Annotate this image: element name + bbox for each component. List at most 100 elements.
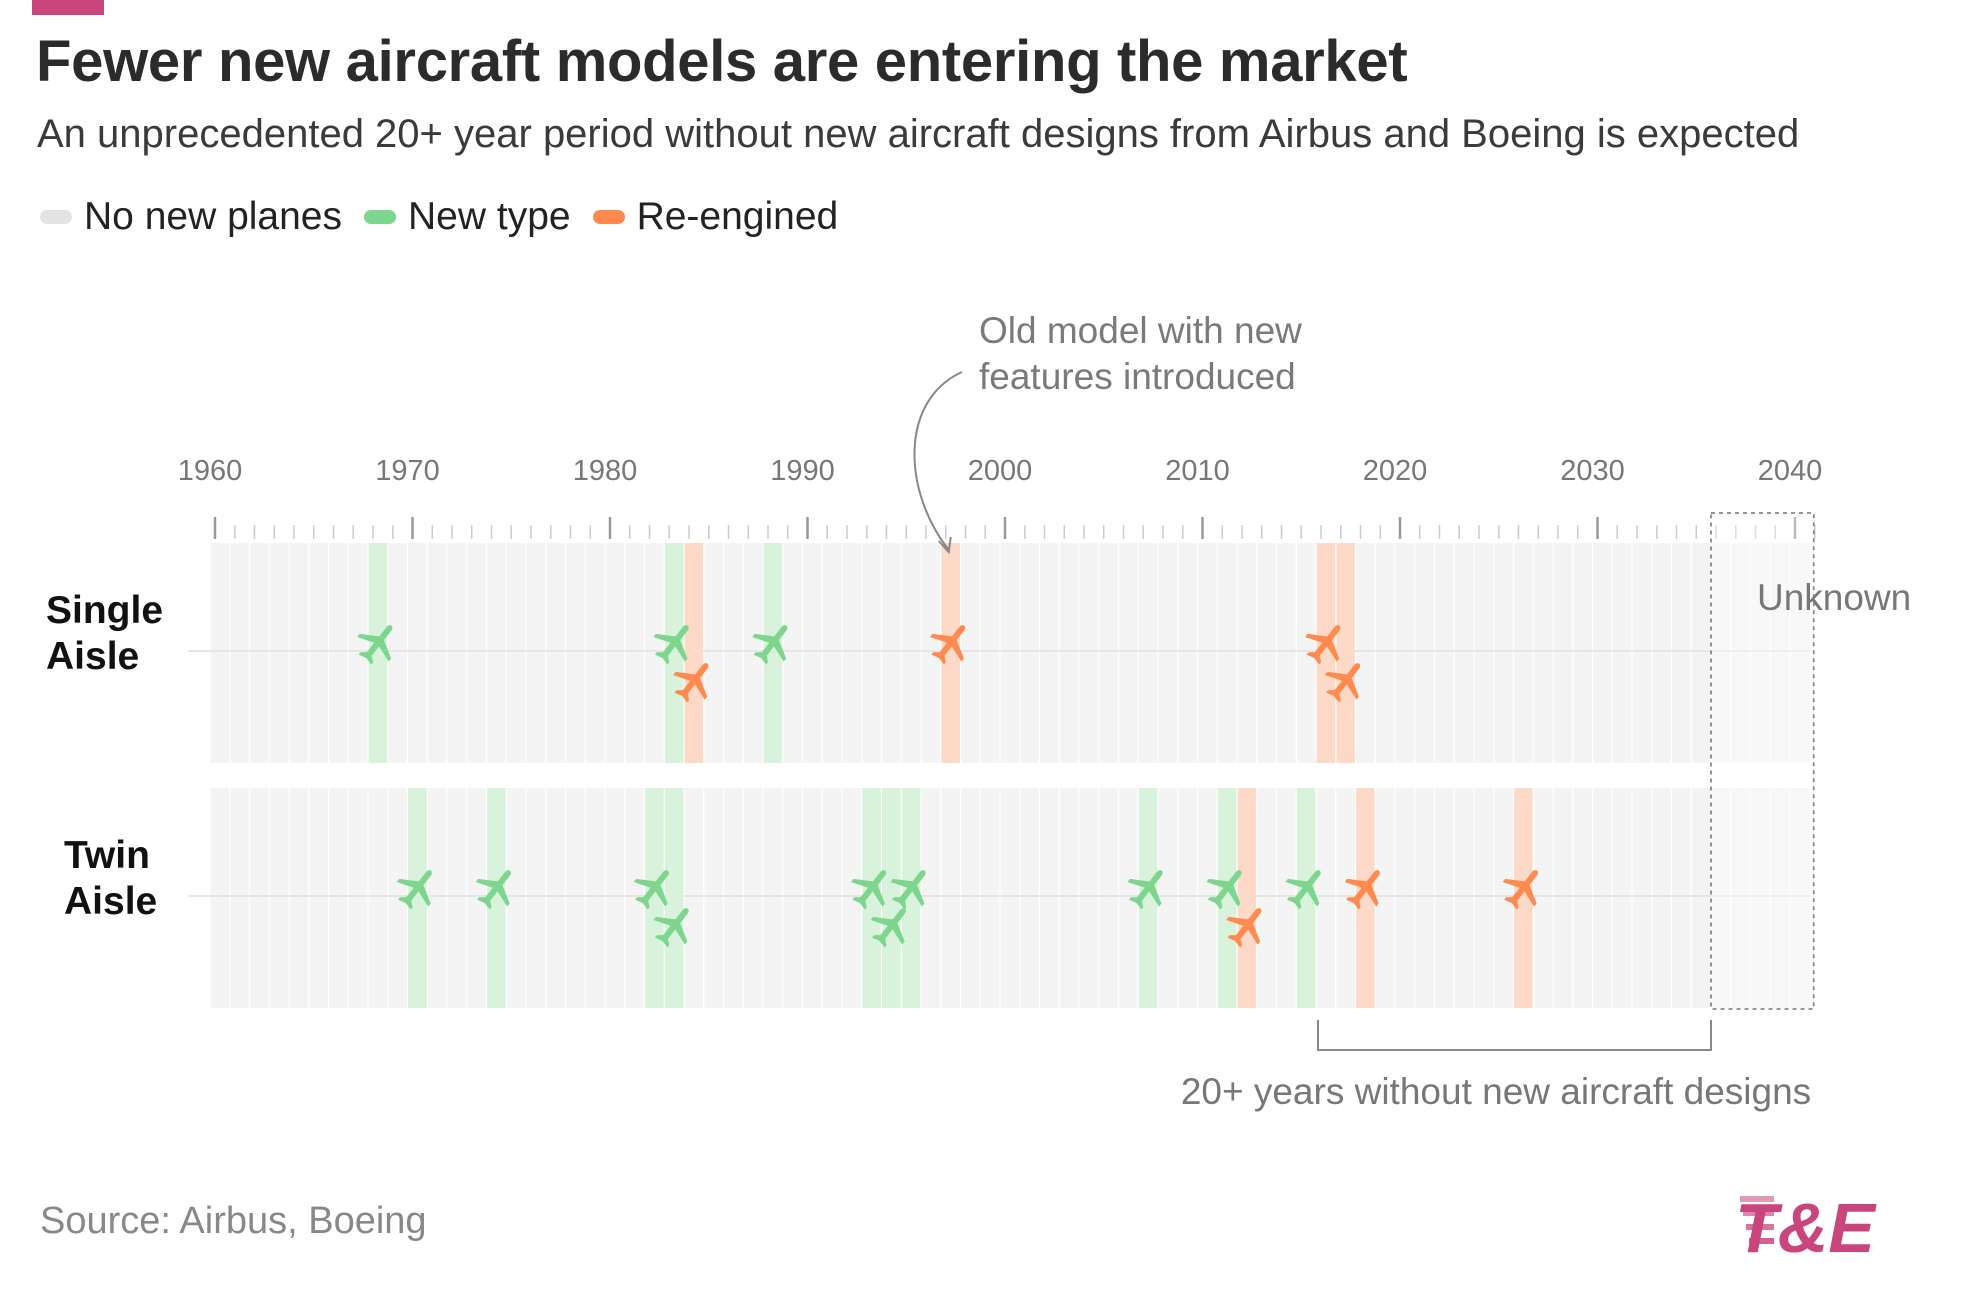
year-cell [1731,543,1750,763]
new-type-plane-icon [357,625,393,665]
unknown-region-box [1710,512,1815,1010]
year-cell [1672,788,1691,1008]
year-cell [230,788,249,1008]
chart-subtitle: An unprecedented 20+ year period without… [37,112,1800,156]
year-cell [526,543,546,763]
brand-logo: T&E [1735,1188,1875,1268]
year-cell [388,788,407,1008]
plane-shape [633,870,669,910]
re-engined-plane-icon [1502,870,1538,910]
gap-label: 20+ years without new aircraft designs [1181,1071,1811,1112]
plane-shape [396,870,432,910]
year-cell [1178,543,1197,763]
year-cell [1731,788,1750,1008]
year-cell [546,788,565,1008]
new-type-plane-icon [850,870,887,910]
year-cell [1474,543,1494,763]
year-cell [289,543,309,763]
year-cell [309,543,328,763]
year-cell [566,543,585,763]
x-tick-label: 1960 [178,455,243,487]
year-cell [1652,788,1671,1008]
accent-bar [32,0,104,15]
new-type-plane-icon [653,908,689,948]
legend-item-new-type: New type [364,195,571,239]
re-engined-plane-icon [1305,625,1341,665]
year-cell [289,788,309,1008]
year-cell [1553,543,1573,763]
new-type-plane-icon [1206,870,1242,910]
new-type-plane-icon [870,908,906,948]
year-cell [980,543,1000,763]
year-cell [329,543,348,763]
year-cell [921,543,941,763]
year-cell [1632,543,1652,763]
legend-label-no-new: No new planes [84,195,342,238]
year-cell [1612,543,1632,763]
year-cell [348,543,368,763]
year-cell [210,788,230,1008]
year-cell [1217,543,1237,763]
old-model-annotation-line: Old model with new [979,310,1302,351]
legend-swatch-new-type [364,210,396,224]
x-tick-label: 1970 [375,455,440,487]
year-cell [447,543,467,763]
event-band [901,788,921,1008]
year-cell [1711,788,1731,1008]
year-cell [309,788,328,1008]
x-tick-label: 2030 [1560,455,1625,487]
year-cell [1691,788,1711,1008]
chart-title: Fewer new aircraft models are entering t… [36,29,1408,94]
year-cell [1751,788,1770,1008]
x-tick-label: 2020 [1363,455,1428,487]
plane-shape [1305,625,1341,665]
year-cell [1435,543,1454,763]
x-tick-label: 2010 [1165,455,1230,487]
plane-shape [357,625,393,665]
legend-swatch-no-new [40,210,72,224]
year-cell [645,543,664,763]
year-cell [1593,543,1612,763]
event-band [368,543,388,763]
plane-shape [1324,663,1361,703]
plane-shape [1206,870,1242,910]
event-band [664,788,684,1008]
new-type-plane-icon [890,870,926,910]
year-cell [447,788,467,1008]
year-cell [1652,543,1671,763]
new-type-plane-icon [752,625,788,665]
logo-text: T&E [1735,1189,1875,1267]
year-cell [941,788,960,1008]
year-cell [1158,788,1178,1008]
x-tick-label: 2040 [1758,455,1823,487]
logo-stripe [1743,1210,1774,1216]
year-cell [724,788,743,1008]
legend-label-new-type: New type [408,195,571,238]
year-cell [269,788,289,1008]
event-band [1138,788,1158,1008]
year-cell [842,543,862,763]
year-cell [1593,788,1612,1008]
event-band [882,788,901,1008]
event-band [1356,788,1375,1008]
year-cell [1474,788,1494,1008]
year-cell [506,788,526,1008]
year-cell [1020,788,1039,1008]
year-cell [605,788,625,1008]
year-cell [1059,543,1079,763]
year-cell [1257,788,1276,1008]
year-cell [1198,788,1217,1008]
year-cell [1178,788,1197,1008]
year-cell [605,543,625,763]
logo-stripe [1746,1224,1774,1230]
year-cell [1751,543,1770,763]
year-cell [842,788,862,1008]
year-cell [1691,543,1711,763]
year-cell [1533,788,1553,1008]
legend-swatch-re-engined [592,210,625,224]
year-cell [803,788,822,1008]
year-cell [388,543,407,763]
year-cell [1573,788,1592,1008]
old-model-annotation-line: features introduced [979,356,1296,397]
year-cell [961,788,980,1008]
